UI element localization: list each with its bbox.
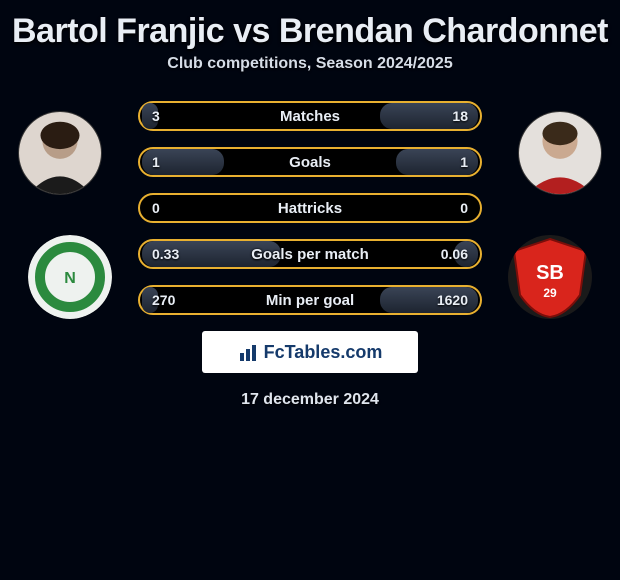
stat-value-right: 1620	[437, 287, 468, 313]
stat-value-left: 0.33	[152, 241, 179, 267]
stat-row: 270 Min per goal 1620	[138, 285, 482, 315]
stat-label: Goals per match	[251, 246, 369, 263]
club-badge-right: SB 29	[508, 235, 592, 319]
site-logo: FcTables.com	[202, 331, 418, 373]
stat-row: 3 Matches 18	[138, 101, 482, 131]
stat-rows: 3 Matches 18 1 Goals 1 0 Hattricks 0 0.33 Goals pe…	[138, 101, 482, 315]
stat-label: Matches	[280, 108, 340, 125]
stat-value-right: 1	[460, 149, 468, 175]
subtitle: Club competitions, Season 2024/2025	[0, 55, 620, 73]
stat-value-right: 0.06	[441, 241, 468, 267]
stat-label: Hattricks	[278, 200, 342, 217]
stat-value-left: 270	[152, 287, 175, 313]
stat-row: 0 Hattricks 0	[138, 193, 482, 223]
site-logo-text: FcTables.com	[264, 342, 383, 363]
page-title: Bartol Franjic vs Brendan Chardonnet	[0, 0, 620, 55]
stat-value-right: 0	[460, 195, 468, 221]
date-text: 17 december 2024	[8, 391, 612, 409]
svg-text:29: 29	[543, 286, 557, 300]
stat-value-left: 0	[152, 195, 160, 221]
stat-value-left: 1	[152, 149, 160, 175]
svg-text:SB: SB	[536, 262, 564, 284]
stat-row: 1 Goals 1	[138, 147, 482, 177]
club-badge-left: N	[28, 235, 112, 319]
stat-label: Min per goal	[266, 292, 354, 309]
chart-icon	[238, 341, 260, 363]
stat-label: Goals	[289, 154, 331, 171]
player-right-portrait	[518, 111, 602, 195]
stat-value-right: 18	[452, 103, 468, 129]
stat-value-left: 3	[152, 103, 160, 129]
player-left-portrait	[18, 111, 102, 195]
comparison-arena: N SB 29 3 Matches 18 1 Goals 1 0 Hattricks 0 0.33 G…	[0, 101, 620, 409]
stat-row: 0.33 Goals per match 0.06	[138, 239, 482, 269]
svg-text:N: N	[64, 270, 76, 287]
